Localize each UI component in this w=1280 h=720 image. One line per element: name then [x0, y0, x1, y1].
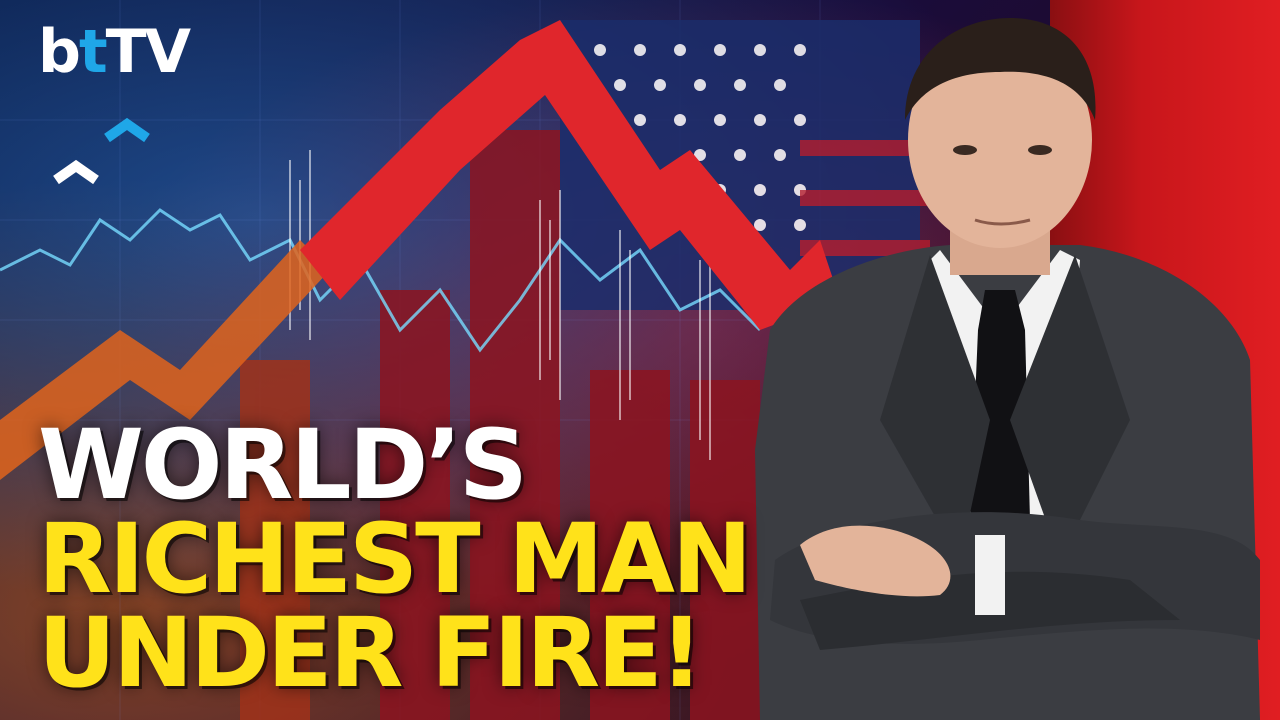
headline-line-1: WORLD’S — [38, 409, 528, 521]
headline-line-2: RICHEST MAN — [38, 503, 752, 616]
chevron-decoration — [53, 118, 150, 185]
chevron-up-icon — [104, 118, 150, 143]
headline: WORLD’S RICHEST MAN UNDER FIRE! — [38, 409, 798, 710]
logo-letter-b: b — [38, 17, 81, 87]
chevron-up-icon — [53, 159, 99, 185]
bttv-logo: btTV — [38, 22, 191, 82]
red-arrow — [300, 20, 840, 330]
headline-line-3: UNDER FIRE! — [38, 597, 703, 710]
logo-letters-tv: TV — [105, 17, 191, 87]
logo-letter-t: t — [78, 17, 108, 87]
